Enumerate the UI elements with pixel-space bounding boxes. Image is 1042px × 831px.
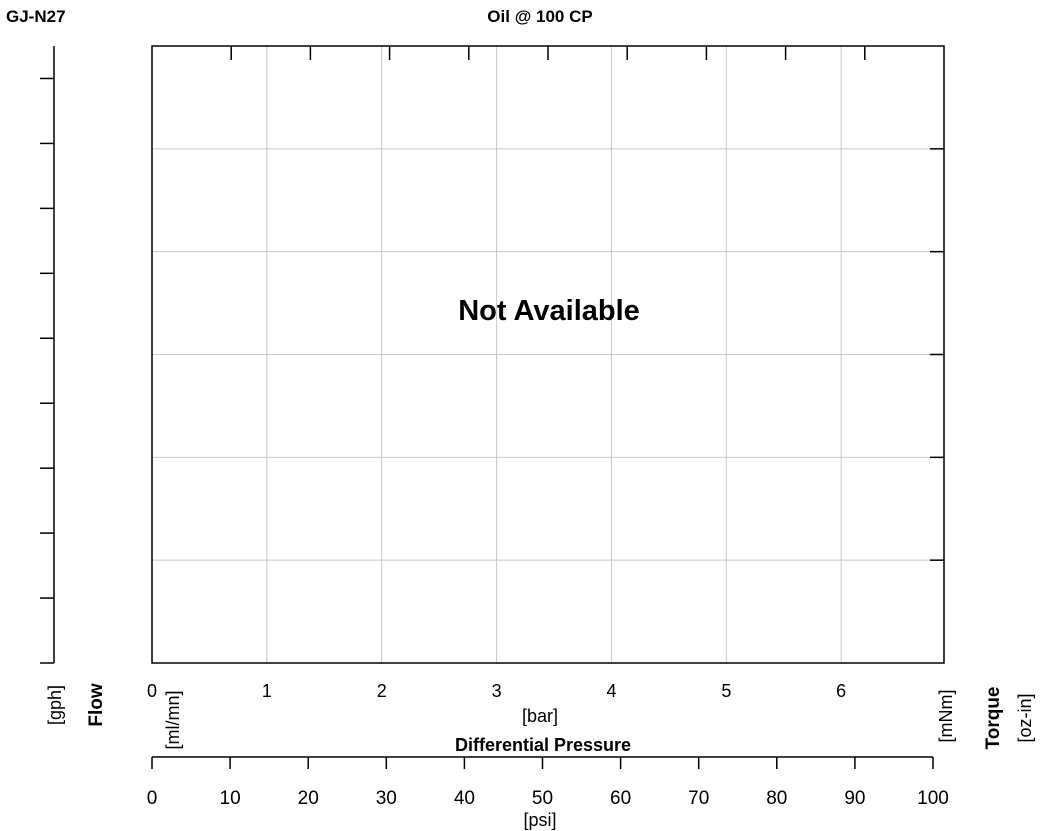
psi-tick-label: 100 (917, 788, 949, 809)
model-label: GJ-N27 (6, 7, 66, 26)
psi-tick-label: 60 (610, 788, 631, 809)
bar-tick-label: 6 (836, 681, 846, 701)
right-ticks (930, 148, 944, 561)
flow-mlmn-unit-label: [ml/mn] (163, 690, 183, 749)
bar-tick-label: 2 (377, 681, 387, 701)
top-ticks (230, 46, 866, 60)
psi-tick-label: 80 (766, 788, 787, 809)
not-available-message: Not Available (458, 295, 640, 327)
psi-tick-labels: 0 10 20 30 40 50 60 70 80 90 100 (147, 757, 949, 809)
bar-unit-label: [bar] (522, 706, 558, 726)
flow-gph-unit-label: [gph] (45, 685, 65, 725)
bar-tick-label: 5 (721, 681, 731, 701)
psi-tick-label: 20 (298, 788, 319, 809)
bar-tick-label: 3 (492, 681, 502, 701)
bar-tick-label: 4 (606, 681, 616, 701)
psi-tick-label: 90 (844, 788, 865, 809)
psi-tick-label: 10 (220, 788, 241, 809)
flow-gph-ticks (40, 77, 54, 664)
psi-unit-label: [psi] (523, 810, 556, 830)
torque-mnm-unit-label: [mNm] (936, 690, 956, 743)
torque-axis-title: Torque (983, 687, 1004, 750)
bar-tick-labels: 0 1 2 3 4 5 6 (147, 681, 846, 701)
flow-axis-title: Flow (86, 683, 107, 726)
torque-ozin-unit-label: [oz-in] (1015, 693, 1035, 742)
x-axis-title: Differential Pressure (455, 735, 631, 755)
grid (152, 46, 944, 663)
psi-tick-label: 70 (688, 788, 709, 809)
bar-tick-label: 1 (262, 681, 272, 701)
psi-tick-label: 40 (454, 788, 475, 809)
psi-tick-label: 0 (147, 788, 158, 809)
psi-tick-label: 30 (376, 788, 397, 809)
psi-tick-label: 50 (532, 788, 553, 809)
bar-tick-label: 0 (147, 681, 157, 701)
chart-title: Oil @ 100 CP (487, 7, 592, 26)
